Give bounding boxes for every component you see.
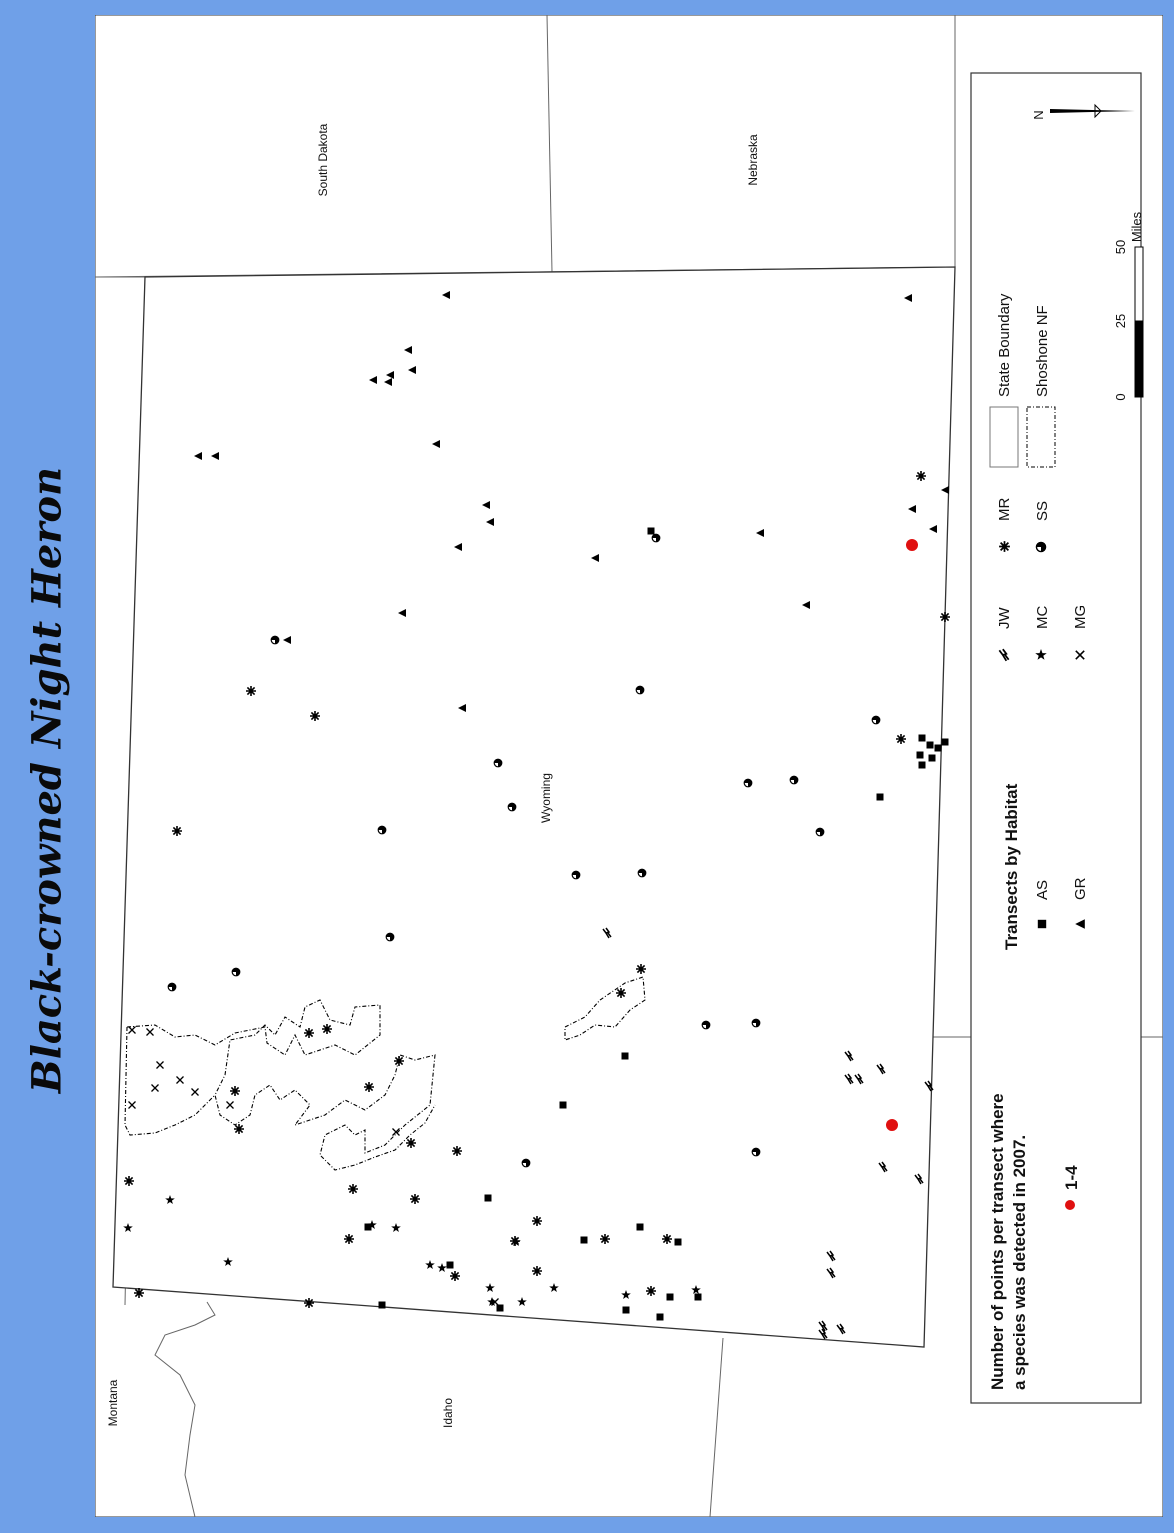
legend-shoshone-nf: Shoshone NF bbox=[1034, 305, 1051, 397]
title-strip: Black-crowned Night Heron bbox=[0, 0, 95, 1533]
transect-markers bbox=[123, 291, 951, 1340]
asterisk-icon bbox=[998, 540, 1011, 553]
north-arrow-icon: N bbox=[1031, 103, 1135, 120]
half-circle-icon bbox=[1035, 541, 1047, 553]
points-class-label: 1-4 bbox=[1062, 1165, 1081, 1190]
label-south-dakota: South Dakota bbox=[316, 123, 330, 196]
scale-tick-25: 25 bbox=[1113, 314, 1128, 328]
svg-text:N: N bbox=[1031, 110, 1046, 119]
habitat-ss: SS bbox=[1034, 501, 1051, 521]
label-nebraska: Nebraska bbox=[746, 134, 760, 186]
points-heading-line2: a species was detected in 2007. bbox=[1010, 1135, 1029, 1390]
scale-tick-50: 50 bbox=[1113, 240, 1128, 254]
habitat-as: AS bbox=[1034, 880, 1051, 900]
habitat-mr: MR bbox=[996, 498, 1013, 521]
square-icon bbox=[1037, 919, 1047, 929]
habitat-gr: GR bbox=[1072, 877, 1089, 900]
points-heading-line1: Number of points per transect where bbox=[988, 1093, 1007, 1390]
scale-bar: 0 25 50 Miles bbox=[1113, 211, 1144, 400]
shoshone-nf-swatch bbox=[1026, 406, 1056, 468]
scale-unit: Miles bbox=[1129, 211, 1144, 242]
label-idaho: Idaho bbox=[441, 1398, 455, 1428]
points-class-icon bbox=[1065, 1200, 1075, 1210]
detection-point bbox=[886, 1119, 898, 1131]
wyoming-boundary bbox=[112, 266, 956, 1348]
label-montana: Montana bbox=[106, 1379, 120, 1426]
habitat-mg: MG bbox=[1072, 605, 1089, 629]
habitat-mc: MC bbox=[1034, 606, 1051, 629]
map-title: Black-crowned Night Heron bbox=[23, 466, 71, 1094]
legend-box bbox=[970, 72, 1142, 1404]
legend-state-boundary: State Boundary bbox=[996, 293, 1013, 397]
label-wyoming: Wyoming bbox=[539, 773, 553, 823]
detection-point bbox=[906, 539, 918, 551]
habitat-heading: Transects by Habitat bbox=[1002, 783, 1021, 950]
habitat-jw: JW bbox=[996, 607, 1013, 630]
map-canvas: South Dakota Nebraska Montana Idaho Wyom… bbox=[95, 15, 1163, 1517]
state-boundary-swatch bbox=[989, 406, 1019, 468]
scale-tick-0: 0 bbox=[1113, 393, 1128, 400]
legend: N 0 25 50 Miles Number of points per tra… bbox=[970, 72, 1144, 1404]
shoshone-nf-boundary bbox=[124, 976, 646, 1171]
detection-points bbox=[886, 539, 918, 1131]
